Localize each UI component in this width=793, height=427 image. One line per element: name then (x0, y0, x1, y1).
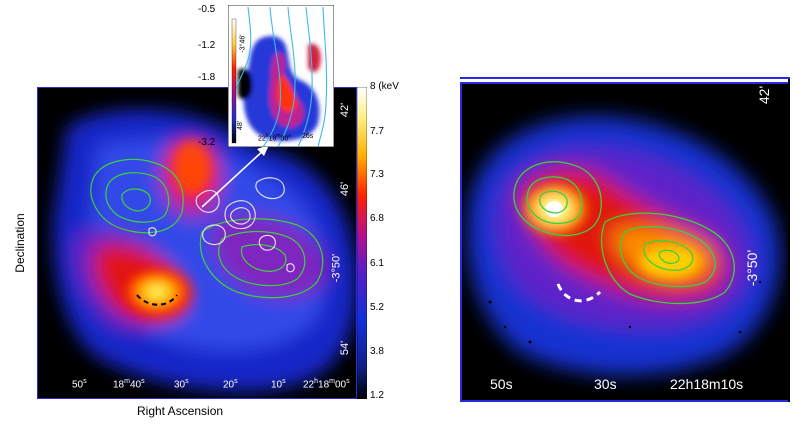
ra-tick-18m40: 18m40s (113, 378, 145, 391)
inset-dec-label: -3°46' (239, 34, 247, 53)
colorbar (357, 87, 367, 399)
colorbar-tick-3.8: 3.8 (370, 346, 384, 357)
right-dec-tick-42: 42' (756, 85, 773, 105)
right-top-rule (460, 77, 790, 79)
inset-tick-0.5: -0.5 (198, 4, 216, 15)
colorbar-tick-6.8: 6.8 (370, 213, 384, 224)
arrow-line (201, 148, 266, 208)
colorbar-tick-6.1: 6.1 (370, 258, 384, 269)
right-frame-bottom (460, 400, 790, 402)
ra-tick-30: 30s (174, 378, 189, 391)
left-panel: 42' 46' -3°50' 54' 50s 18m40s 30s 20s 10… (13, 4, 399, 418)
dec-tick-42: 42' (339, 102, 352, 118)
x-axis-label: Right Ascension (137, 404, 224, 418)
dec-tick-50: -3°50' (330, 253, 343, 283)
colorbar-tick-7.7: 7.7 (370, 126, 384, 137)
inset-dec-label-2: 48' (237, 120, 245, 131)
inset-tick-1.2: -1.2 (198, 40, 216, 51)
dec-tick-46: 46' (339, 181, 352, 197)
right-ra-tick-50s: 50s (490, 376, 513, 392)
ra-tick-22h18m00: 22h18m00s (303, 378, 350, 391)
xray-image (460, 82, 790, 402)
colorbar-unit: 8 (keV (370, 81, 399, 92)
right-panel: 42' -3°50' 50s 30s 22h18m10s (460, 77, 793, 404)
ra-tick-10: 10s (271, 378, 286, 391)
right-frame-right (788, 77, 790, 402)
inset-ra-label: 22h18m30s (258, 133, 291, 143)
right-ra-tick-30s: 30s (594, 376, 617, 392)
y-axis-label: Declination (13, 213, 27, 273)
dec-tick-54: 54' (339, 340, 352, 356)
right-dec-tick-50: -3°50' (744, 249, 761, 287)
inset-ra-label-2: 26s (302, 133, 314, 140)
colorbar-tick-1.2: 1.2 (370, 390, 384, 401)
inset-tick-2.5: -2.5 (198, 104, 216, 115)
colorbar-tick-5.2: 5.2 (370, 302, 384, 313)
inset-tick-3.2: -3.2 (198, 137, 216, 148)
inset-map (228, 5, 334, 147)
inset-tick-1.8: -1.8 (198, 72, 216, 83)
ra-tick-50: 50s (72, 378, 87, 391)
ra-tick-20: 20s (223, 378, 238, 391)
right-ra-tick-22h18m10s: 22h18m10s (670, 376, 744, 392)
arrow-head (257, 145, 269, 156)
right-frame-left (460, 82, 462, 402)
colorbar-tick-7.3: 7.3 (370, 169, 384, 180)
right-frame-top (460, 82, 790, 84)
